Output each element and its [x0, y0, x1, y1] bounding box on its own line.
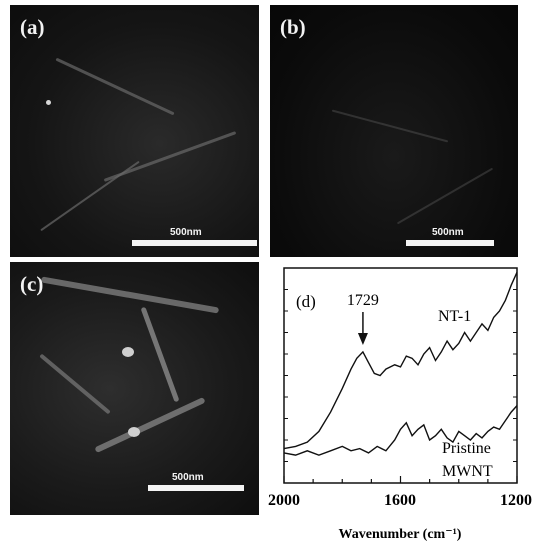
x-axis-title: Wavenumber (cm⁻¹): [339, 527, 462, 542]
bright-spot: [122, 347, 134, 357]
scale-bar-label-b: 500nm: [432, 227, 464, 238]
series-group: [283, 272, 518, 456]
series-label-nt1: NT-1: [438, 308, 471, 325]
panel-label-b: (b): [280, 15, 306, 39]
series-label-pristine: Pristine: [442, 440, 491, 457]
axis-ticks: [283, 289, 518, 483]
panel-label-d: (d): [296, 292, 316, 311]
scale-bar-label-c: 500nm: [172, 472, 204, 483]
peak-annotation-label: 1729: [347, 292, 379, 309]
tem-image-b: (b) 500nm: [270, 5, 518, 257]
tem-image-c: (c) 500nm: [10, 262, 259, 515]
series-line-nt1: [283, 272, 518, 450]
panel-label-c: (c): [20, 272, 44, 296]
series-line-pristine-mwnt: [283, 405, 518, 456]
bright-spot: [128, 427, 140, 437]
x-tick-label-2000: 2000: [268, 492, 300, 509]
scale-bar-c: [148, 485, 244, 491]
x-tick-label-1600: 1600: [384, 492, 416, 509]
series-label-mwnt: MWNT: [442, 463, 493, 480]
x-tick-label-1200: 1200: [500, 492, 532, 509]
bright-spot: [46, 100, 51, 105]
panel-label-a: (a): [20, 15, 45, 39]
tem-image-a: (a) 500nm: [10, 5, 259, 257]
scale-bar-a: [132, 240, 257, 246]
peak-annotation-arrowhead: [357, 333, 368, 345]
scale-bar-b: [406, 240, 494, 246]
scale-bar-label-a: 500nm: [170, 227, 202, 238]
